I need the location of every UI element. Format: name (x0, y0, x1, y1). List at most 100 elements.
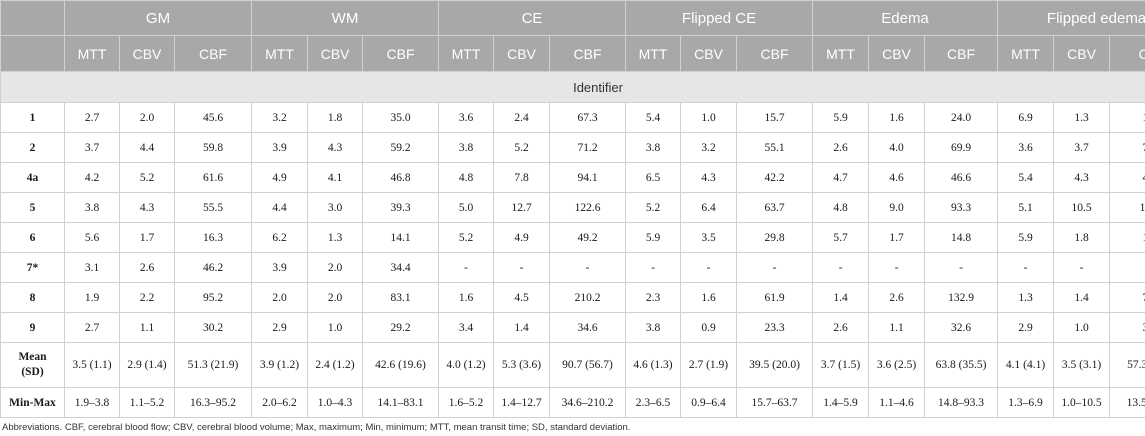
value-cell: 4.3 (681, 163, 737, 193)
value-cell: 3.9 (252, 133, 308, 163)
value-cell: 59.8 (175, 133, 252, 163)
value-cell: 1.1–4.6 (869, 388, 925, 418)
value-cell: 1.0–10.5 (1054, 388, 1110, 418)
row-identifier: 6 (1, 223, 65, 253)
value-cell: 5.2 (494, 133, 550, 163)
value-cell: 61.6 (175, 163, 252, 193)
corner-cell (1, 1, 65, 36)
value-cell: 1.0–4.3 (308, 388, 363, 418)
value-cell: 2.0 (308, 283, 363, 313)
mean-row: Mean(SD)3.5 (1.1)2.9 (1.4)51.3 (21.9)3.9… (1, 343, 1145, 388)
value-cell: 74.4 (1110, 283, 1145, 313)
row-identifier: 2 (1, 133, 65, 163)
value-cell: 2.0–6.2 (252, 388, 308, 418)
value-cell: 74.0 (1110, 133, 1145, 163)
value-cell: 34.6 (550, 313, 626, 343)
value-cell: 3.8 (65, 193, 120, 223)
value-cell: 4.4 (120, 133, 175, 163)
value-cell: 1.1 (869, 313, 925, 343)
value-cell: 34.4 (363, 253, 439, 283)
value-cell: 94.1 (550, 163, 626, 193)
identifier-row: Identifier (1, 72, 1145, 103)
value-cell: 3.4 (439, 313, 494, 343)
value-cell: 132.9 (925, 283, 998, 313)
value-cell: 63.7 (737, 193, 813, 223)
value-cell: 2.4 (494, 103, 550, 133)
value-cell: 1.4 (1054, 283, 1110, 313)
value-cell: 4.1 (4.1) (998, 343, 1054, 388)
value-cell: 42.5 (1110, 163, 1145, 193)
value-cell: 1.6 (869, 103, 925, 133)
value-cell: 1.9 (65, 283, 120, 313)
value-cell: 16.3–95.2 (175, 388, 252, 418)
value-cell: 2.7 (1.9) (681, 343, 737, 388)
value-cell: 1.0 (1054, 313, 1110, 343)
value-cell: 4.0 (1.2) (439, 343, 494, 388)
value-cell: 24.0 (925, 103, 998, 133)
value-cell: 5.3 (3.6) (494, 343, 550, 388)
subheader-cell: CBF (363, 36, 439, 72)
value-cell: 3.8 (626, 133, 681, 163)
value-cell: 6.2 (252, 223, 308, 253)
subheader-cell: CBF (1110, 36, 1145, 72)
value-cell: 71.2 (550, 133, 626, 163)
value-cell: 59.2 (363, 133, 439, 163)
value-cell: 3.7 (65, 133, 120, 163)
subheader-cell: CBF (550, 36, 626, 72)
value-cell: 4.7 (813, 163, 869, 193)
value-cell: 2.6 (813, 313, 869, 343)
value-cell: 1.3 (998, 283, 1054, 313)
value-cell: 2.9 (252, 313, 308, 343)
value-cell: - (813, 253, 869, 283)
value-cell: 90.7 (56.7) (550, 343, 626, 388)
value-cell: 1.3 (308, 223, 363, 253)
value-cell: - (925, 253, 998, 283)
value-cell: 1.4 (494, 313, 550, 343)
subheader-cell: CBF (175, 36, 252, 72)
value-cell: 6.4 (681, 193, 737, 223)
value-cell: 83.1 (363, 283, 439, 313)
value-cell: 63.8 (35.5) (925, 343, 998, 388)
value-cell: 4.2 (65, 163, 120, 193)
value-cell: 10.5 (1054, 193, 1110, 223)
value-cell: 2.2 (120, 283, 175, 313)
value-cell: 32.6 (925, 313, 998, 343)
value-cell: 14.8 (925, 223, 998, 253)
row-identifier: 1 (1, 103, 65, 133)
value-cell: 1.6 (439, 283, 494, 313)
corner-cell (1, 36, 65, 72)
table-row: 7*3.12.646.23.92.034.4------------ (1, 253, 1145, 283)
value-cell: 4.9 (252, 163, 308, 193)
value-cell: 4.6 (1.3) (626, 343, 681, 388)
value-cell: 2.7 (65, 313, 120, 343)
group-header-row: GM WM CE Flipped CE Edema Flipped edema (1, 1, 1145, 36)
value-cell: 4.3 (1054, 163, 1110, 193)
value-cell: 29.2 (363, 313, 439, 343)
value-cell: 5.1 (998, 193, 1054, 223)
subheader-cell: MTT (252, 36, 308, 72)
value-cell: 2.9 (998, 313, 1054, 343)
value-cell: 4.5 (494, 283, 550, 313)
value-cell: 2.6 (813, 133, 869, 163)
group-header: WM (252, 1, 439, 36)
value-cell: 4.8 (813, 193, 869, 223)
value-cell: 1.8 (1054, 223, 1110, 253)
perfusion-table: GM WM CE Flipped CE Edema Flipped edema … (0, 0, 1145, 418)
value-cell: 2.4 (1.2) (308, 343, 363, 388)
value-cell: 45.6 (175, 103, 252, 133)
minmax-label: Min-Max (1, 388, 65, 418)
group-header: Flipped CE (626, 1, 813, 36)
value-cell: 1.6–5.2 (439, 388, 494, 418)
value-cell: 108.4 (1110, 193, 1145, 223)
value-cell: 14.1 (363, 223, 439, 253)
value-cell: 1.7 (869, 223, 925, 253)
value-cell: - (494, 253, 550, 283)
value-cell: 42.6 (19.6) (363, 343, 439, 388)
value-cell: 51.3 (21.9) (175, 343, 252, 388)
value-cell: 3.6 (998, 133, 1054, 163)
value-cell: 5.2 (626, 193, 681, 223)
